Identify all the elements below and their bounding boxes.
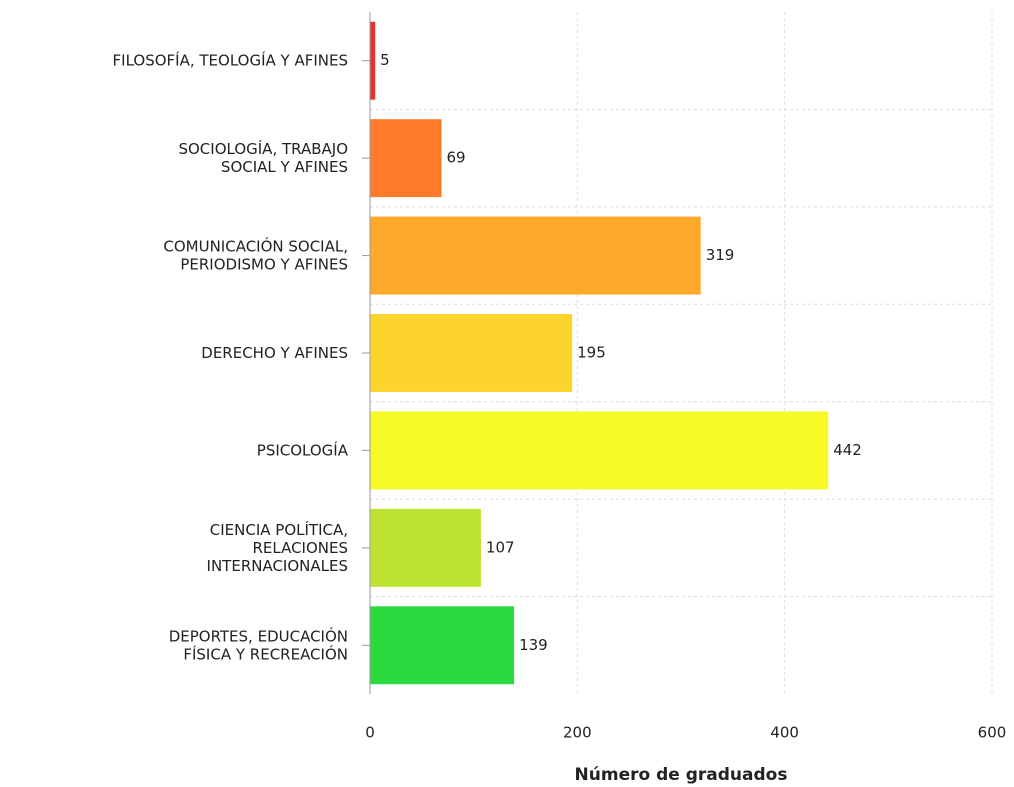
- y-tick-label: PSICOLOGÍA: [257, 440, 349, 459]
- y-tick-label: COMUNICACIÓN SOCIAL, PERIODISMO Y AFINES: [163, 236, 348, 273]
- bar: [370, 411, 829, 490]
- bar: [370, 216, 701, 295]
- value-label: 319: [706, 246, 735, 264]
- y-tick-label: FILOSOFÍA, TEOLOGÍA Y AFINES: [113, 50, 348, 69]
- x-tick-label: 400: [770, 724, 799, 742]
- bar: [370, 119, 442, 198]
- value-label: 69: [447, 149, 466, 167]
- value-label: 5: [380, 51, 390, 69]
- value-label: 107: [486, 538, 515, 556]
- value-label: 139: [519, 636, 548, 654]
- bar: [370, 508, 481, 587]
- bar: [370, 606, 515, 685]
- bar: [370, 314, 573, 392]
- x-tick-label: 600: [978, 724, 1007, 742]
- value-label: 442: [833, 441, 862, 459]
- x-axis-title: Número de graduados: [575, 765, 788, 785]
- y-tick-label: CIENCIA POLÍTICA, RELACIONES INTERNACIONAL…: [207, 519, 348, 574]
- bar: [370, 21, 376, 100]
- x-tick-label: 0: [365, 724, 375, 742]
- x-tick-label: 200: [563, 724, 592, 742]
- y-tick-label: DEPORTES, EDUCACIÓN FÍSICA Y RECREACIÓN: [169, 626, 348, 663]
- value-label: 195: [577, 344, 606, 362]
- y-tick-label: DERECHO Y AFINES: [201, 344, 348, 362]
- y-tick-label: SOCIOLOGÍA, TRABAJO SOCIAL Y AFINES: [178, 139, 348, 176]
